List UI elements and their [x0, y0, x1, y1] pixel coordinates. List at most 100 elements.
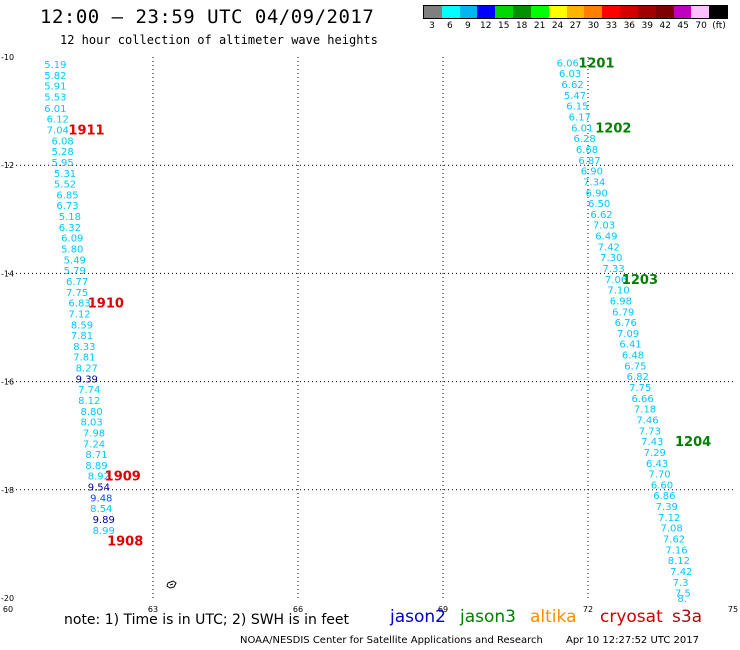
wave-height-value: 6.83 [68, 299, 90, 310]
wave-height-value: 6.79 [612, 307, 634, 318]
x-tick-label: 63 [148, 605, 158, 614]
pass-number-label: 1204 [675, 435, 711, 450]
wave-height-value: 6.12 [47, 115, 69, 126]
colorbar-swatch [530, 6, 549, 18]
y-tick-label: -10 [1, 53, 14, 62]
colorbar-swatch [691, 6, 710, 18]
satellite-legend-jason3: jason3 [460, 607, 516, 627]
wave-height-value: 5.53 [44, 92, 66, 103]
wave-height-value: 8.59 [71, 320, 93, 331]
wave-height-value: 6.77 [66, 277, 88, 288]
wave-height-value: 6.73 [56, 201, 78, 212]
wave-height-value: 7.42 [598, 242, 620, 253]
wave-height-value: 7.29 [644, 448, 666, 459]
wave-height-value: 7.73 [639, 426, 661, 437]
colorbar-tick-label: 36 [623, 21, 636, 31]
wave-height-value: 6.82 [627, 372, 649, 383]
wave-height-value: 7.09 [617, 329, 639, 340]
colorbar-swatch [673, 6, 692, 18]
wave-height-value: 6.85 [56, 190, 78, 201]
colorbar-legend [423, 5, 728, 19]
axis-tick-labels: 60 63 66 69 72 75 -10 -12 -14 -16 -18 -20 [1, 53, 738, 614]
wave-height-value: 7.16 [665, 545, 687, 556]
wave-height-value: 6.60 [651, 480, 673, 491]
y-tick-label: -18 [1, 486, 14, 495]
y-tick-label: -14 [1, 269, 14, 278]
wave-height-value: 7.03 [593, 221, 615, 232]
satellite-legend-cryosat: cryosat [600, 607, 663, 627]
wave-height-value: 6.87 [578, 156, 600, 167]
wave-height-value: 8.71 [85, 450, 107, 461]
timestamp-text: Apr 10 12:27:52 UTC 2017 [566, 635, 699, 646]
colorbar-swatch [477, 6, 496, 18]
colorbar-labels: 3 6 9 12 15 18 21 24 27 30 33 36 39 42 45 70 (ft) [423, 21, 733, 35]
colorbar-tick-label: 39 [641, 21, 653, 31]
colorbar-swatch [548, 6, 567, 18]
wave-height-value: 7.34 [583, 177, 605, 188]
wave-height-value: 7.39 [656, 502, 678, 513]
y-tick-label: -20 [1, 594, 14, 603]
wave-height-value: 5.31 [54, 169, 76, 180]
wave-height-value: 6.03 [559, 69, 581, 80]
wave-height-value: 6.43 [646, 459, 668, 470]
wave-height-value: 7.46 [636, 415, 658, 426]
wave-height-value: 9.48 [90, 493, 112, 504]
wave-height-value: 8.89 [85, 461, 107, 472]
x-tick-label: 66 [293, 605, 303, 614]
wave-height-value: 6.01 [44, 104, 66, 115]
wave-height-value: 7.74 [78, 385, 100, 396]
colorbar-tick-label: 6 [447, 21, 453, 31]
colorbar-swatch [441, 6, 460, 18]
left-track: 5.195.825.915.536.016.127.046.085.285.95… [44, 60, 115, 537]
wave-height-value: 8.12 [78, 396, 100, 407]
wave-height-value: 7.5 [675, 589, 691, 600]
pass-number-label: 1201 [578, 56, 614, 71]
wave-height-value: 6.15 [566, 102, 588, 113]
wave-height-value: 7.70 [648, 470, 670, 481]
colorbar-swatch [655, 6, 674, 18]
wave-height-value: 5.95 [52, 158, 74, 169]
credit-text: NOAA/NESDIS Center for Satellite Applica… [240, 635, 543, 646]
satellite-legend-altika: altika [530, 607, 577, 627]
wave-height-value: 5.91 [44, 82, 66, 93]
wave-height-value: 6.08 [52, 136, 74, 147]
wave-height-value: 7.3 [673, 578, 689, 589]
wave-height-value: 6.32 [59, 223, 81, 234]
colorbar-tick-label: 12 [480, 21, 492, 31]
x-tick-label: 60 [3, 605, 13, 614]
wave-height-value: 7.04 [47, 125, 69, 136]
wave-height-value: 9.54 [88, 483, 110, 494]
wave-height-value: 5.52 [54, 180, 76, 191]
wave-height-value: 6.76 [615, 318, 637, 329]
wave-height-value: 7.10 [607, 286, 629, 297]
wave-height-value: 7.75 [629, 383, 651, 394]
wave-height-value: 9.39 [76, 374, 98, 385]
colorbar-tick-label: 33 [605, 21, 618, 31]
wave-height-value: 8.92 [88, 472, 110, 483]
wave-height-value: 8.12 [668, 556, 690, 567]
wave-height-value: 7.98 [83, 428, 105, 439]
wave-height-value: 6.17 [569, 113, 591, 124]
colorbar-tick-label: 21 [533, 21, 546, 31]
y-tick-label: -12 [1, 161, 14, 170]
x-tick-label: 69 [438, 605, 448, 614]
colorbar-swatch [620, 6, 638, 18]
wave-height-value: 7.06 [605, 275, 627, 286]
wave-height-value: 5.82 [44, 71, 66, 82]
wave-height-value: 6.86 [653, 491, 675, 502]
colorbar-swatch [566, 6, 585, 18]
altimeter-tracks: 5.195.825.915.536.016.127.046.085.285.95… [44, 58, 692, 605]
x-tick-label: 75 [728, 605, 738, 614]
map-subtitle: 12 hour collection of altimeter wave hei… [60, 33, 378, 47]
wave-height-value: 6.68 [576, 145, 598, 156]
colorbar-swatch [709, 6, 728, 18]
island-coastline [166, 580, 177, 589]
wave-height-value: 7.43 [641, 437, 663, 448]
colorbar-tick-label: 70 [695, 21, 707, 31]
wave-height-value: 7.81 [73, 353, 95, 364]
pass-number-label: 1203 [622, 273, 658, 288]
wave-height-value: 7.18 [634, 405, 656, 416]
colorbar-tick-label: 45 [677, 21, 689, 31]
wave-height-value: 9.89 [93, 515, 115, 526]
